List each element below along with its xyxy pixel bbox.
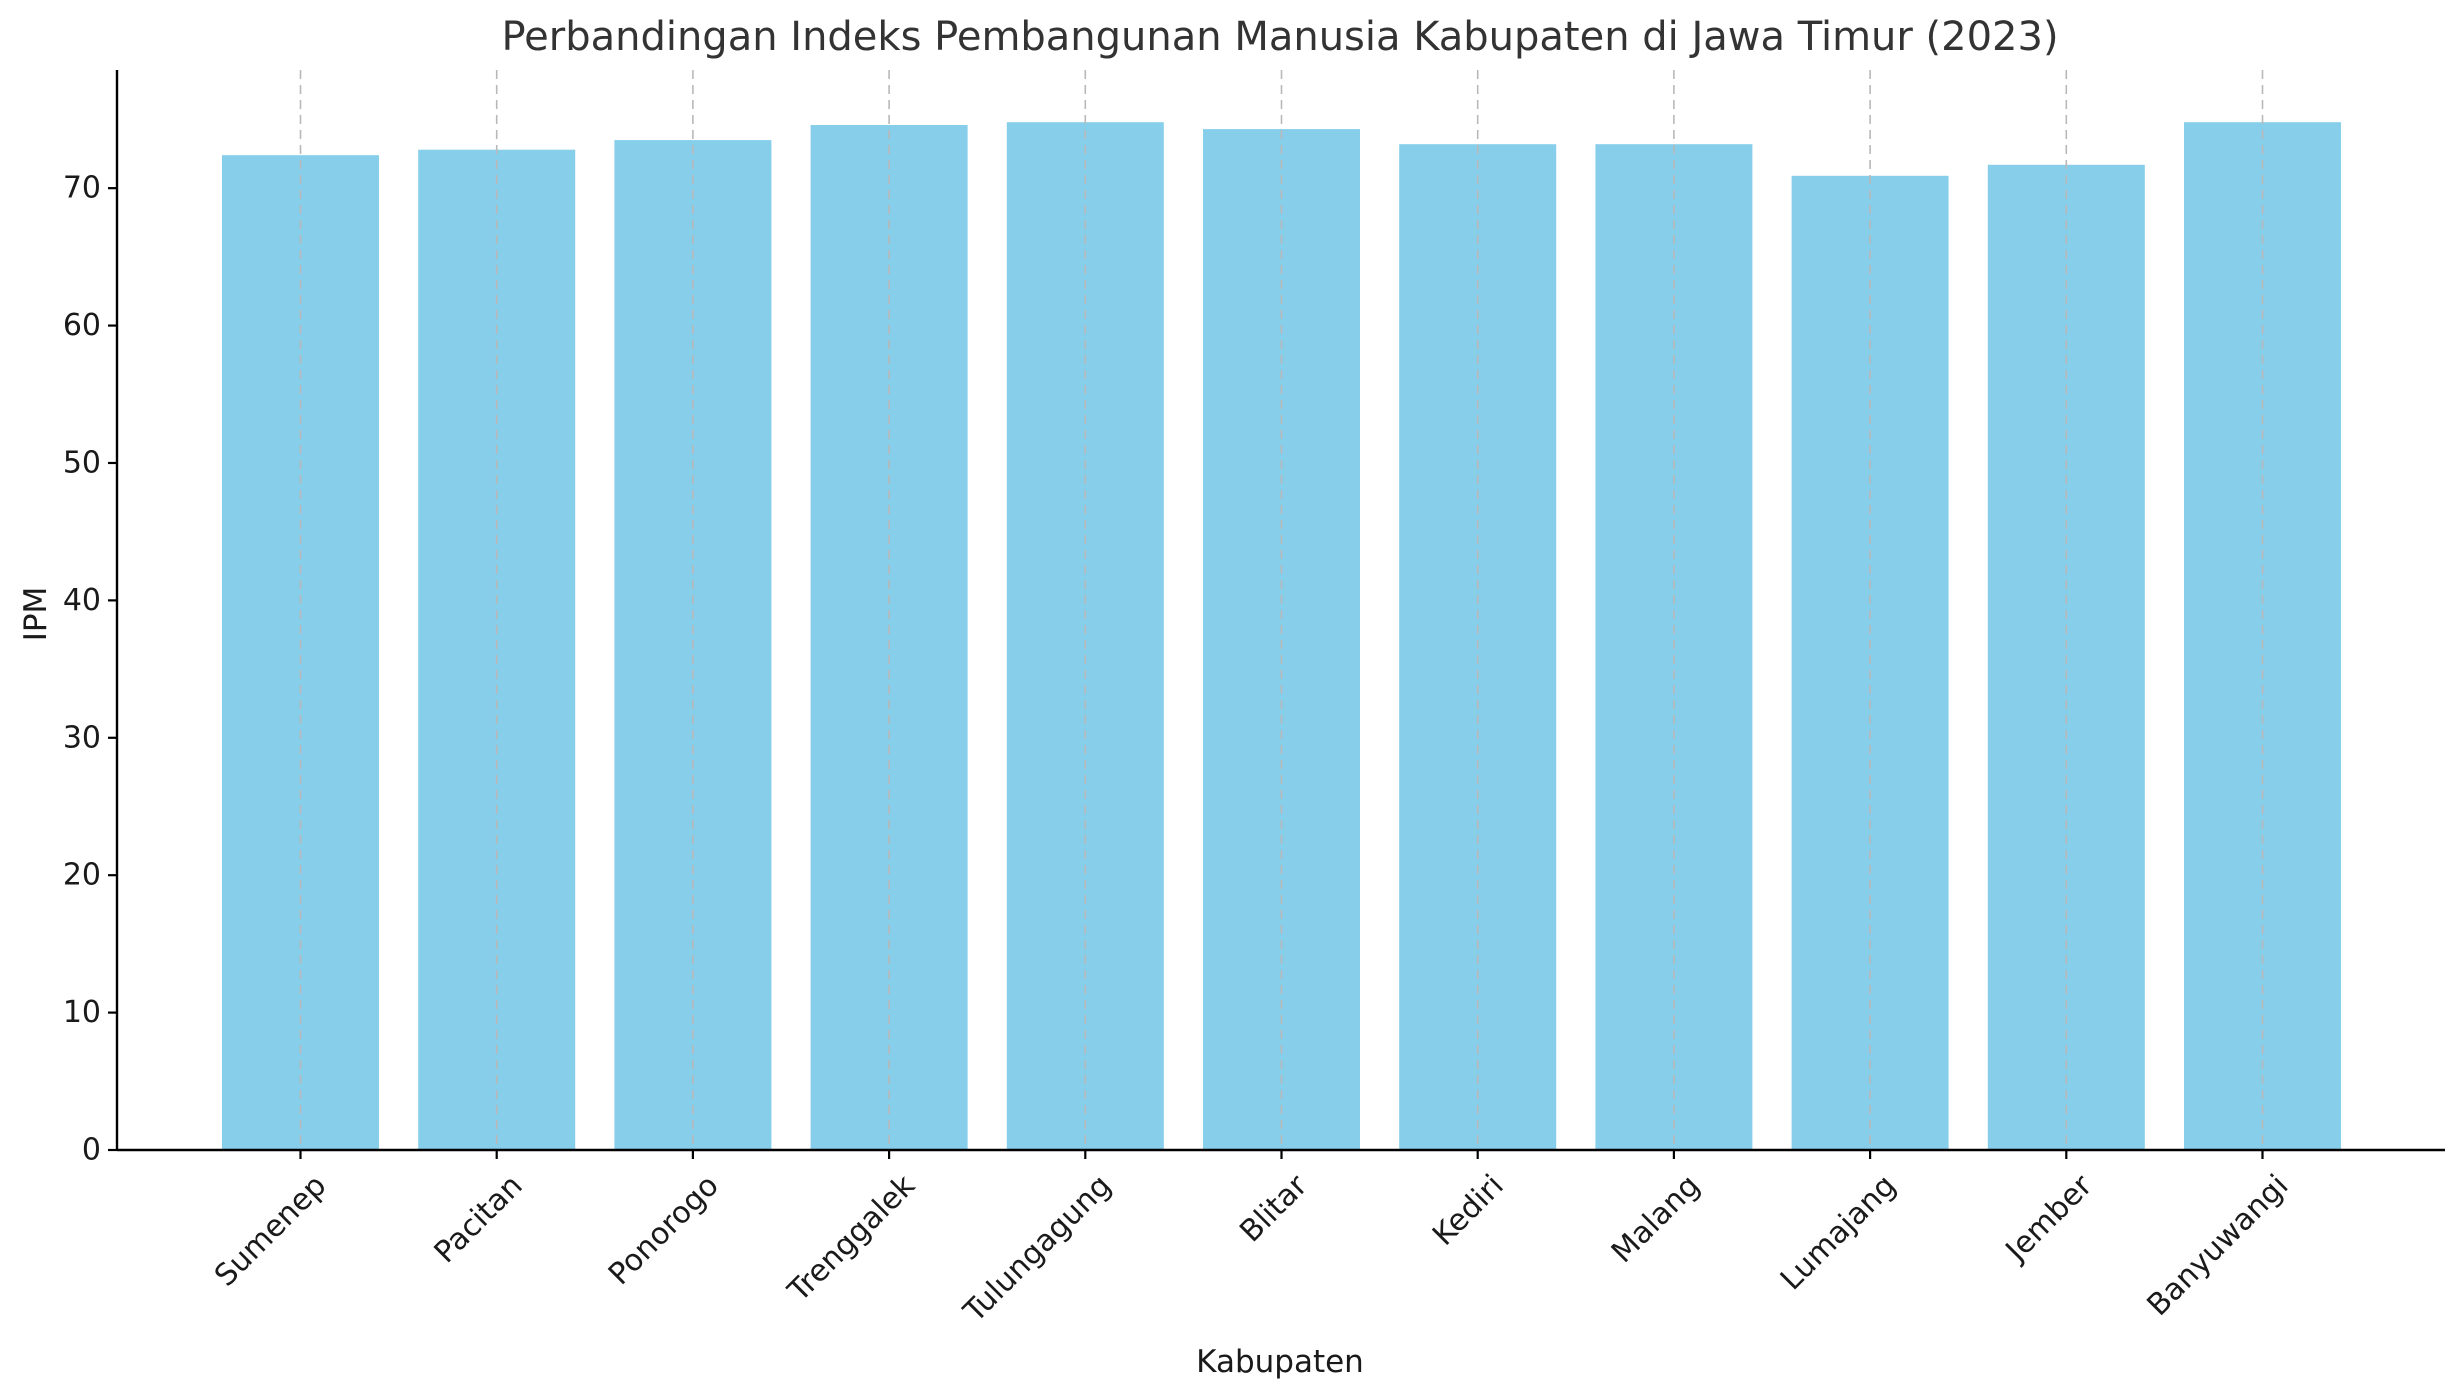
bars-layer (222, 122, 2341, 1151)
x-tick-label-tulungagung: Tulungagung (957, 1168, 1119, 1330)
x-axis-ticks: Sumenep Pacitan Ponorogo Trenggalek Tulungag… (208, 1150, 2295, 1330)
x-tick-label-jember: Jember (1998, 1168, 2100, 1270)
y-axis-ticks: 0 10 20 30 40 50 60 70 (63, 171, 117, 1168)
y-tick-label-60: 60 (63, 308, 101, 343)
y-tick-label-30: 30 (63, 720, 101, 755)
y-tick-label-20: 20 (63, 858, 101, 893)
chart-title: Perbandingan Indeks Pembangunan Manusia … (501, 14, 2058, 60)
x-tick-label-banyuwangi: Banyuwangi (2141, 1168, 2296, 1323)
y-tick-label-50: 50 (63, 445, 101, 480)
x-tick-label-pacitan: Pacitan (428, 1168, 530, 1270)
x-tick-label-blitar: Blitar (1233, 1168, 1315, 1250)
y-tick-label-40: 40 (63, 583, 101, 618)
x-tick-label-sumenep: Sumenep (208, 1168, 333, 1293)
y-tick-label-0: 0 (82, 1133, 101, 1168)
y-tick-label-10: 10 (63, 995, 101, 1030)
x-tick-label-kediri: Kediri (1426, 1168, 1511, 1253)
grid-layer (299, 70, 2264, 1150)
bar-tulungagung (1006, 122, 1164, 1151)
x-tick-label-ponorogo: Ponorogo (602, 1168, 726, 1292)
y-tick-label-70: 70 (63, 171, 101, 206)
x-tick-label-trenggalek: Trenggalek (781, 1168, 923, 1310)
x-tick-label-malang: Malang (1605, 1168, 1707, 1270)
bar-sumenep (222, 155, 379, 1150)
x-axis-label: Kabupaten (1196, 1344, 1364, 1380)
y-axis-label: IPM (18, 587, 54, 642)
bar-banyuwangi (2184, 122, 2341, 1151)
bar-trenggalek (810, 125, 968, 1150)
x-tick-label-lumajang: Lumajang (1774, 1168, 1903, 1297)
